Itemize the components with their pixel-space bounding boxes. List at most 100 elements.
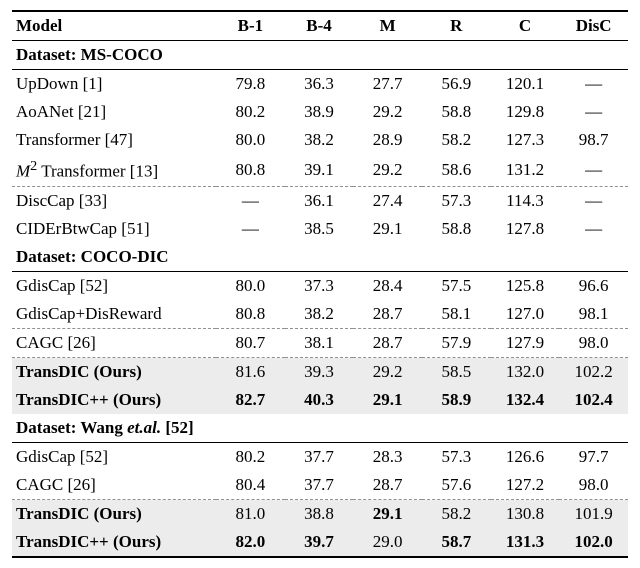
cell-b1: 80.0 [216, 126, 285, 154]
cell-model: GdisCap+DisReward [12, 300, 216, 329]
cell-r: 58.9 [422, 386, 491, 414]
section-title: Dataset: Wang et.al. [52] [12, 414, 628, 443]
col-model: Model [12, 11, 216, 41]
table-row: CAGC [26]80.738.128.757.9127.998.0 [12, 328, 628, 357]
cell-b4: 38.1 [285, 328, 354, 357]
cell-model: CAGC [26] [12, 471, 216, 500]
cell-m: 29.2 [353, 154, 422, 186]
cell-r: 57.3 [422, 186, 491, 215]
cell-c: 127.8 [491, 215, 560, 243]
cell-b4: 38.2 [285, 126, 354, 154]
table-row: AoANet [21]80.238.929.258.8129.8— [12, 98, 628, 126]
cell-disc: 98.7 [559, 126, 628, 154]
section-title: Dataset: MS-COCO [12, 41, 628, 70]
cell-b1: 81.0 [216, 499, 285, 528]
cell-model: GdisCap [52] [12, 271, 216, 300]
cell-r: 57.6 [422, 471, 491, 500]
cell-b1: — [216, 186, 285, 215]
cell-b1: 80.8 [216, 154, 285, 186]
section-title-row: Dataset: Wang et.al. [52] [12, 414, 628, 443]
cell-model: TransDIC (Ours) [12, 499, 216, 528]
cell-m: 28.4 [353, 271, 422, 300]
col-disc: DisC [559, 11, 628, 41]
cell-b1: 80.8 [216, 300, 285, 329]
cell-b4: 37.7 [285, 442, 354, 471]
cell-disc: 101.9 [559, 499, 628, 528]
cell-c: 130.8 [491, 499, 560, 528]
cell-r: 57.5 [422, 271, 491, 300]
cell-disc: 102.4 [559, 386, 628, 414]
cell-r: 58.8 [422, 98, 491, 126]
section-title-row: Dataset: MS-COCO [12, 41, 628, 70]
cell-disc: 102.2 [559, 357, 628, 386]
cell-disc: — [559, 215, 628, 243]
col-b4: B-4 [285, 11, 354, 41]
cell-model: TransDIC++ (Ours) [12, 386, 216, 414]
cell-b4: 38.9 [285, 98, 354, 126]
cell-b4: 38.8 [285, 499, 354, 528]
cell-model: TransDIC++ (Ours) [12, 528, 216, 557]
table-wrap: Model B-1 B-4 M R C DisC Dataset: MS-COC… [0, 0, 640, 568]
cell-c: 131.3 [491, 528, 560, 557]
cell-b4: 39.7 [285, 528, 354, 557]
table-row: TransDIC (Ours)81.639.329.258.5132.0102.… [12, 357, 628, 386]
cell-m: 29.0 [353, 528, 422, 557]
cell-b1: — [216, 215, 285, 243]
cell-c: 127.0 [491, 300, 560, 329]
section-title-row: Dataset: COCO-DIC [12, 243, 628, 272]
cell-disc: 98.1 [559, 300, 628, 329]
table-row: GdisCap+DisReward80.838.228.758.1127.098… [12, 300, 628, 329]
cell-b4: 36.1 [285, 186, 354, 215]
cell-model: DiscCap [33] [12, 186, 216, 215]
cell-c: 127.9 [491, 328, 560, 357]
cell-model: GdisCap [52] [12, 442, 216, 471]
cell-r: 57.9 [422, 328, 491, 357]
cell-b1: 82.7 [216, 386, 285, 414]
cell-model: M2 Transformer [13] [12, 154, 216, 186]
cell-disc: 98.0 [559, 328, 628, 357]
cell-r: 58.1 [422, 300, 491, 329]
table-row: Transformer [47]80.038.228.958.2127.398.… [12, 126, 628, 154]
cell-c: 132.0 [491, 357, 560, 386]
table-row: GdisCap [52]80.037.328.457.5125.896.6 [12, 271, 628, 300]
table-row: M2 Transformer [13]80.839.129.258.6131.2… [12, 154, 628, 186]
table-row: TransDIC (Ours)81.038.829.158.2130.8101.… [12, 499, 628, 528]
cell-r: 58.5 [422, 357, 491, 386]
section-title: Dataset: COCO-DIC [12, 243, 628, 272]
cell-disc: 98.0 [559, 471, 628, 500]
cell-m: 29.2 [353, 98, 422, 126]
cell-m: 29.1 [353, 215, 422, 243]
cell-b1: 81.6 [216, 357, 285, 386]
cell-c: 114.3 [491, 186, 560, 215]
cell-b4: 39.3 [285, 357, 354, 386]
cell-b4: 37.3 [285, 271, 354, 300]
table-head: Model B-1 B-4 M R C DisC [12, 11, 628, 41]
cell-model: UpDown [1] [12, 70, 216, 99]
cell-c: 129.8 [491, 98, 560, 126]
cell-r: 58.2 [422, 126, 491, 154]
cell-r: 56.9 [422, 70, 491, 99]
cell-disc: 97.7 [559, 442, 628, 471]
cell-c: 127.2 [491, 471, 560, 500]
cell-m: 29.1 [353, 386, 422, 414]
cell-m: 28.3 [353, 442, 422, 471]
cell-b1: 79.8 [216, 70, 285, 99]
table-body: Dataset: MS-COCOUpDown [1]79.836.327.756… [12, 41, 628, 557]
cell-r: 58.6 [422, 154, 491, 186]
cell-model: AoANet [21] [12, 98, 216, 126]
col-b1: B-1 [216, 11, 285, 41]
cell-model: Transformer [47] [12, 126, 216, 154]
cell-model: CAGC [26] [12, 328, 216, 357]
cell-m: 27.7 [353, 70, 422, 99]
cell-m: 28.7 [353, 328, 422, 357]
cell-r: 57.3 [422, 442, 491, 471]
table-row: UpDown [1]79.836.327.756.9120.1— [12, 70, 628, 99]
cell-m: 28.9 [353, 126, 422, 154]
col-r: R [422, 11, 491, 41]
cell-b1: 80.4 [216, 471, 285, 500]
table-row: TransDIC++ (Ours)82.740.329.158.9132.410… [12, 386, 628, 414]
cell-disc: — [559, 186, 628, 215]
cell-b1: 80.7 [216, 328, 285, 357]
cell-b1: 82.0 [216, 528, 285, 557]
cell-disc: — [559, 70, 628, 99]
